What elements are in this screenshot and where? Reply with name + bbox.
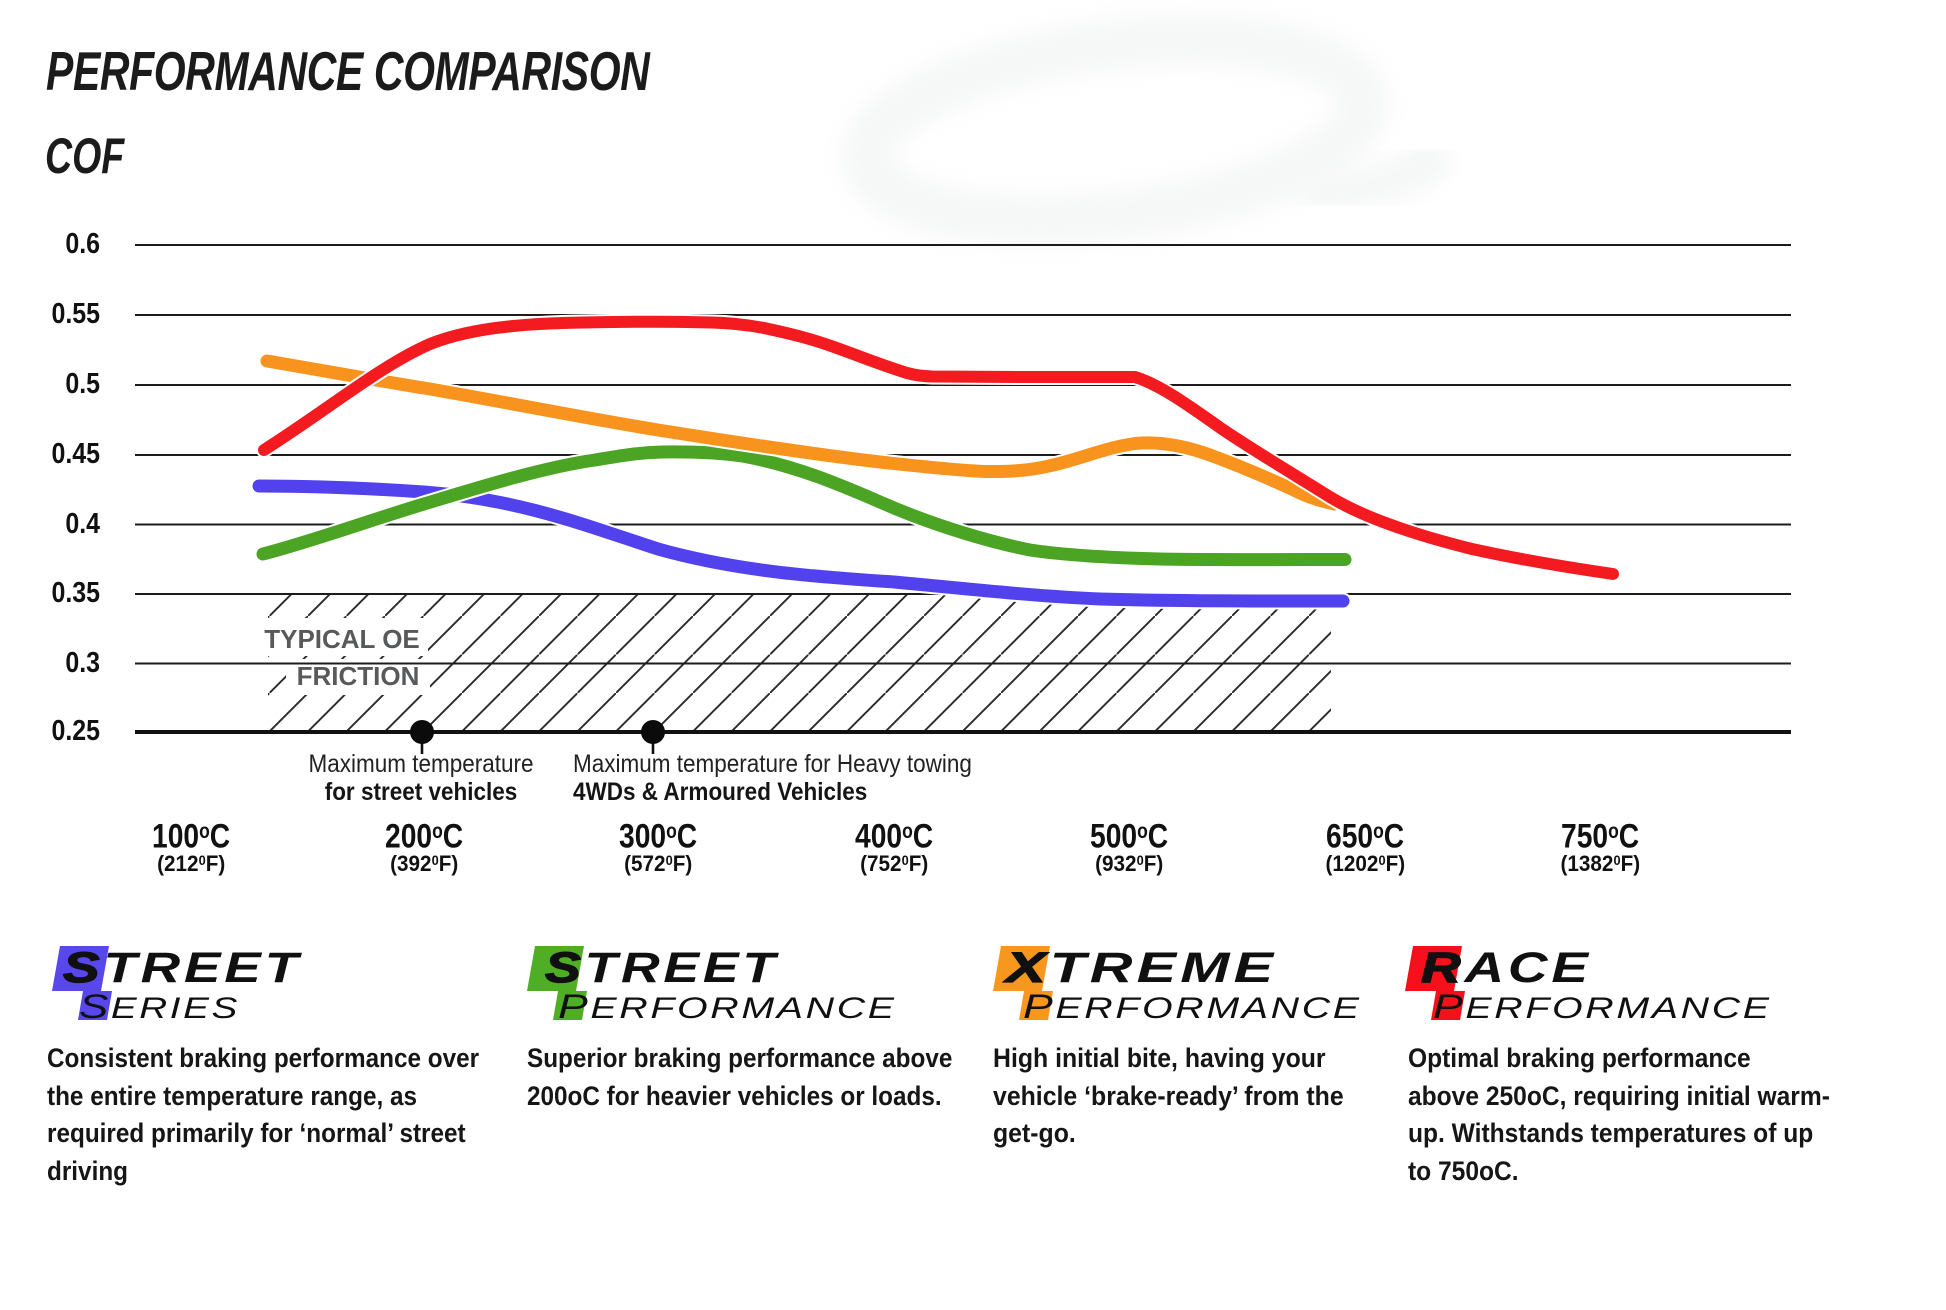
svg-text:FRICTION: FRICTION bbox=[297, 661, 420, 691]
svg-text:TYPICAL OE: TYPICAL OE bbox=[264, 624, 420, 654]
